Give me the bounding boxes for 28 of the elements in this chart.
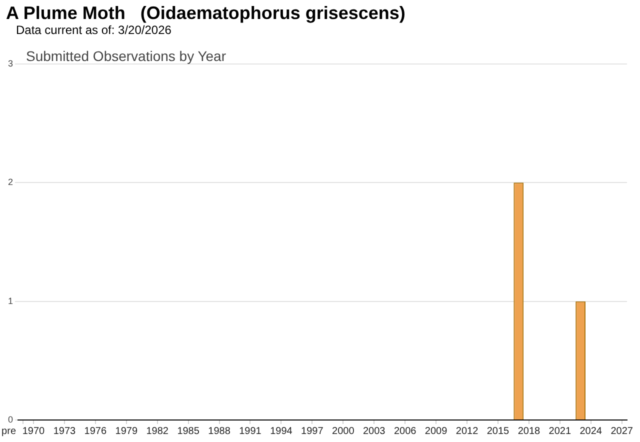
x-tick-label: 1988 [208,426,231,437]
y-tick-label: 0 [8,414,13,424]
x-tick-label: 1982 [146,426,169,437]
x-tick-label: 1997 [301,426,324,437]
x-tick-label: 2003 [362,426,386,437]
y-tick-label: 2 [8,177,13,188]
x-tick-label: 2012 [456,426,479,437]
x-tick-label: 1976 [84,426,107,437]
x-tick-label: 1994 [270,426,293,437]
chart-title: A Plume Moth (Oidaematophorus grisescens) [6,3,406,23]
x-tick-label: 2006 [394,426,417,437]
text: Data current as of: 3/20/2026 [16,23,172,37]
x-tick-label: 2000 [332,426,355,437]
x-tick-label: 2024 [580,426,602,437]
y-tick-label: 3 [8,58,13,68]
x-tick-label: 1979 [115,426,138,437]
x-tick-label: 2027 [610,426,634,437]
x-tick-label: 2009 [424,426,448,437]
x-tick-label: pre [2,426,16,437]
chart-subtitle: Submitted Observations by Year [26,48,226,65]
x-tick-label: 1985 [177,426,200,437]
x-tick-label: 2021 [548,426,572,437]
x-tick-label: 1991 [239,426,262,437]
x-tick-label: 1970 [22,426,46,437]
y-tick-label: 1 [8,296,13,306]
x-tick-label: 2018 [518,426,540,437]
x-tick-label: 2015 [486,426,510,437]
x-tick-label: 1973 [53,426,76,437]
